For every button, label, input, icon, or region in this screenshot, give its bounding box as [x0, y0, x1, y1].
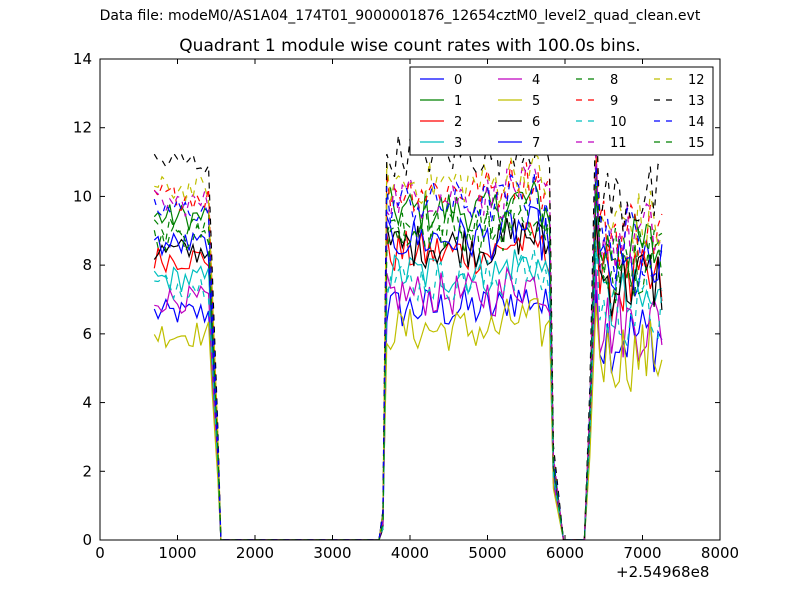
legend-label-15: 15 [688, 136, 705, 151]
y-tick-label: 10 [73, 187, 92, 205]
legend-label-11: 11 [610, 136, 627, 151]
suptitle: Data file: modeM0/AS1A04_174T01_90000018… [99, 8, 701, 24]
legend-label-13: 13 [688, 94, 705, 109]
x-tick-label: 8000 [701, 544, 739, 562]
y-tick-label: 12 [73, 119, 92, 137]
legend-label-5: 5 [532, 94, 540, 109]
legend-label-0: 0 [454, 73, 462, 88]
series-line-0 [153, 287, 663, 540]
series-line-15 [153, 185, 663, 540]
legend-label-12: 12 [688, 73, 705, 88]
x-tick-label: 7000 [623, 544, 661, 562]
series-line-7 [153, 192, 663, 540]
x-tick-label: 4000 [391, 544, 429, 562]
legend-label-10: 10 [610, 115, 627, 130]
y-tick-label: 14 [73, 50, 92, 68]
x-tick-label: 6000 [546, 544, 584, 562]
series-line-5 [153, 298, 663, 540]
legend-box [409, 66, 714, 156]
series-line-1 [153, 161, 662, 540]
y-tick-label: 0 [82, 531, 92, 549]
legend-label-9: 9 [610, 94, 618, 109]
y-tick-label: 6 [82, 325, 92, 343]
legend-label-2: 2 [454, 115, 462, 130]
chart-title: Quadrant 1 module wise count rates with … [179, 36, 641, 56]
series-line-8 [153, 187, 663, 540]
legend-label-7: 7 [532, 136, 540, 151]
x-tick-label: 0 [95, 544, 105, 562]
series-line-13 [153, 101, 663, 540]
y-tick-label: 8 [82, 256, 92, 274]
x-tick-label: 1000 [158, 544, 196, 562]
series-line-14 [153, 166, 663, 540]
y-tick-label: 4 [82, 394, 92, 412]
x-tick-label: 2000 [236, 544, 274, 562]
series-line-10 [154, 240, 663, 540]
legend-label-4: 4 [532, 73, 540, 88]
legend-label-1: 1 [454, 94, 462, 109]
x-tick-label: 5000 [468, 544, 506, 562]
series-line-12 [154, 125, 663, 540]
legend-label-6: 6 [532, 115, 540, 130]
legend-label-14: 14 [688, 115, 705, 130]
legend-label-3: 3 [454, 136, 462, 151]
legend-label-8: 8 [610, 73, 618, 88]
x-offset-label: +2.54968e8 [616, 563, 710, 581]
series-line-9 [153, 156, 663, 540]
y-tick-label: 2 [82, 462, 92, 480]
x-tick-label: 3000 [313, 544, 351, 562]
series-line-11 [153, 142, 663, 540]
series-line-4 [154, 265, 663, 540]
